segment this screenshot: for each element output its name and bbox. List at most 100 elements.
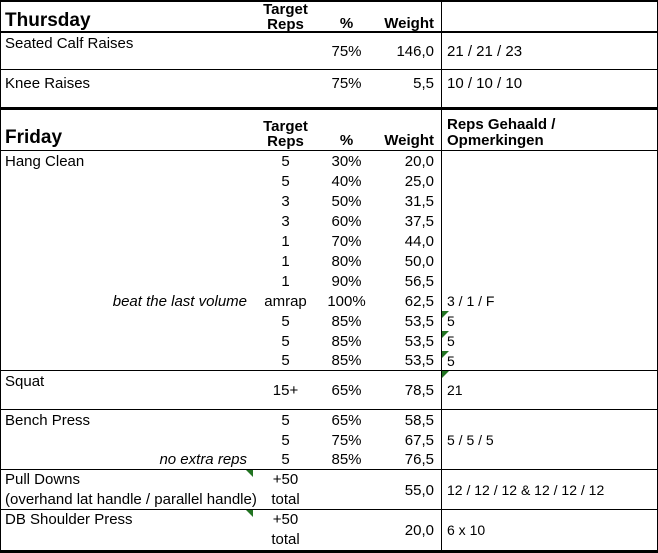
cell-target-reps[interactable]: 5 bbox=[281, 352, 290, 369]
cell-target-reps[interactable]: 1 bbox=[281, 252, 290, 270]
cell-exercise-name[interactable]: Seated Calf Raises bbox=[5, 35, 134, 52]
cell-target-reps[interactable]: 5 bbox=[281, 312, 290, 330]
cell-result-empty[interactable] bbox=[441, 450, 657, 469]
cell-target-reps[interactable]: amrap bbox=[264, 292, 307, 310]
cell-target-reps[interactable]: 3 bbox=[281, 192, 290, 210]
cell-weight[interactable]: 76,5 bbox=[404, 451, 434, 468]
cell-percent[interactable]: 85% bbox=[331, 332, 362, 350]
cell-percent[interactable]: 90% bbox=[331, 272, 362, 290]
cell-weight[interactable]: 58,5 bbox=[404, 411, 434, 429]
cell-weight[interactable]: 31,5 bbox=[404, 192, 434, 210]
cell-percent[interactable]: 50% bbox=[331, 192, 362, 210]
cell-percent[interactable]: 40% bbox=[331, 172, 362, 190]
cell-target-reps[interactable]: 5 bbox=[281, 332, 290, 350]
cell-weight[interactable]: 56,5 bbox=[404, 272, 434, 290]
cell-percent[interactable]: 30% bbox=[331, 152, 362, 170]
cell-exercise-name[interactable]: Pull Downs (overhand lat handle / paralle… bbox=[1, 470, 257, 510]
cell-header-target-reps[interactable]: Target Reps bbox=[253, 110, 318, 150]
cell-result-empty[interactable] bbox=[441, 410, 657, 430]
cell-header-result[interactable]: Reps Gehaald / Opmerkingen bbox=[441, 110, 657, 150]
cell-result-empty[interactable] bbox=[441, 191, 657, 211]
cell-header-result-empty[interactable] bbox=[441, 2, 657, 33]
cell-target-reps[interactable]: 5 bbox=[281, 152, 290, 170]
cell-percent[interactable]: 100% bbox=[327, 292, 366, 310]
cell-weight[interactable]: 53,5 bbox=[404, 332, 434, 350]
cell-header-weight[interactable]: Weight bbox=[375, 2, 441, 33]
cell-result[interactable]: 5 / 5 / 5 bbox=[441, 430, 657, 450]
cell-percent[interactable]: 85% bbox=[331, 352, 362, 369]
cell-header-weight[interactable]: Weight bbox=[375, 110, 441, 150]
cell-day-title[interactable]: Thursday bbox=[1, 2, 253, 33]
cell-weight[interactable]: 67,5 bbox=[404, 431, 434, 449]
cell-weight[interactable]: 25,0 bbox=[404, 172, 434, 190]
cell-day-title[interactable]: Friday bbox=[1, 110, 253, 150]
cell-exercise-name[interactable]: Bench Press bbox=[5, 411, 91, 429]
cell-weight[interactable]: 37,5 bbox=[404, 212, 434, 230]
cell-percent[interactable]: 65% bbox=[331, 381, 362, 399]
cell-header-percent[interactable]: % bbox=[318, 2, 375, 33]
cell-note[interactable]: beat the last volume bbox=[112, 292, 247, 310]
cell-target-reps[interactable]: +50 total bbox=[253, 510, 318, 550]
cell-target-reps[interactable]: 3 bbox=[281, 212, 290, 230]
cell-result-empty[interactable] bbox=[441, 211, 657, 231]
cell-result-empty[interactable] bbox=[441, 171, 657, 191]
cell-result-empty[interactable] bbox=[441, 271, 657, 291]
cell-target-reps[interactable]: 5 bbox=[281, 451, 290, 468]
cell-result[interactable]: 21 / 21 / 23 bbox=[441, 33, 657, 69]
cell-target-reps[interactable]: 1 bbox=[281, 272, 290, 290]
cell-header-percent[interactable]: % bbox=[318, 110, 375, 150]
thursday-header-row: Thursday Target Reps % Weight bbox=[1, 2, 657, 33]
set-row-hang-clean-3: 3 50% 31,5 bbox=[1, 191, 657, 211]
cell-percent[interactable]: 65% bbox=[331, 411, 362, 429]
cell-result[interactable]: 6 x 10 bbox=[441, 510, 657, 550]
cell-target-reps[interactable]: 1 bbox=[281, 232, 290, 250]
cell-percent[interactable]: 85% bbox=[331, 451, 362, 468]
cell-result[interactable]: 5 bbox=[441, 351, 657, 370]
cell-result[interactable]: 12 / 12 / 12 & 12 / 12 / 12 bbox=[441, 470, 657, 510]
cell-percent[interactable]: 85% bbox=[331, 312, 362, 330]
cell-flag-icon bbox=[442, 311, 449, 318]
cell-percent[interactable]: 75% bbox=[331, 75, 362, 92]
cell-weight[interactable]: 20,0 bbox=[404, 152, 434, 170]
cell-percent[interactable]: 80% bbox=[331, 252, 362, 270]
cell-note[interactable]: no extra reps bbox=[159, 451, 247, 468]
cell-weight[interactable]: 53,5 bbox=[404, 352, 434, 369]
cell-percent-empty[interactable] bbox=[318, 470, 375, 510]
cell-weight[interactable]: 55,0 bbox=[404, 481, 434, 499]
cell-exercise-name[interactable]: Squat bbox=[5, 373, 45, 390]
cell-percent[interactable]: 60% bbox=[331, 212, 362, 230]
cell-percent[interactable]: 70% bbox=[331, 232, 362, 250]
cell-exercise-name[interactable]: Knee Raises bbox=[5, 75, 91, 92]
cell-target-reps[interactable]: 5 bbox=[281, 172, 290, 190]
cell-target-reps[interactable]: +50 total bbox=[253, 470, 318, 510]
cell-weight[interactable]: 44,0 bbox=[404, 232, 434, 250]
cell-result[interactable]: 10 / 10 / 10 bbox=[441, 70, 657, 107]
header-percent: % bbox=[339, 15, 354, 32]
header-target-reps: Target Reps bbox=[263, 1, 308, 33]
exercise-name-lines: DB Shoulder Press bbox=[5, 511, 133, 528]
cell-exercise-name[interactable]: DB Shoulder Press bbox=[1, 510, 253, 550]
cell-percent[interactable]: 75% bbox=[331, 431, 362, 449]
cell-target-reps[interactable]: 5 bbox=[281, 431, 290, 449]
cell-target-reps[interactable]: 5 bbox=[281, 411, 290, 429]
cell-weight[interactable]: 20,0 bbox=[404, 521, 434, 539]
cell-weight[interactable]: 78,5 bbox=[404, 381, 434, 399]
cell-result[interactable]: 3 / 1 / F bbox=[441, 291, 657, 311]
cell-exercise-name[interactable]: Hang Clean bbox=[5, 152, 85, 170]
cell-result[interactable]: 5 bbox=[441, 311, 657, 331]
cell-weight[interactable]: 5,5 bbox=[413, 75, 434, 92]
cell-header-target-reps[interactable]: Target Reps bbox=[253, 2, 318, 33]
cell-result-empty[interactable] bbox=[441, 151, 657, 171]
cell-percent-empty[interactable] bbox=[318, 510, 375, 550]
cell-weight[interactable]: 62,5 bbox=[404, 292, 434, 310]
cell-result[interactable]: 5 bbox=[441, 331, 657, 351]
cell-weight[interactable]: 50,0 bbox=[404, 252, 434, 270]
cell-result-empty[interactable] bbox=[441, 251, 657, 271]
cell-result[interactable]: 21 bbox=[441, 371, 657, 409]
cell-target-reps[interactable]: 15+ bbox=[272, 381, 299, 399]
cell-result-empty[interactable] bbox=[441, 231, 657, 251]
set-row-bench-press-3: no extra reps 5 85% 76,5 bbox=[1, 450, 657, 470]
cell-weight[interactable]: 53,5 bbox=[404, 312, 434, 330]
cell-percent[interactable]: 75% bbox=[331, 42, 362, 60]
cell-weight[interactable]: 146,0 bbox=[396, 42, 434, 60]
